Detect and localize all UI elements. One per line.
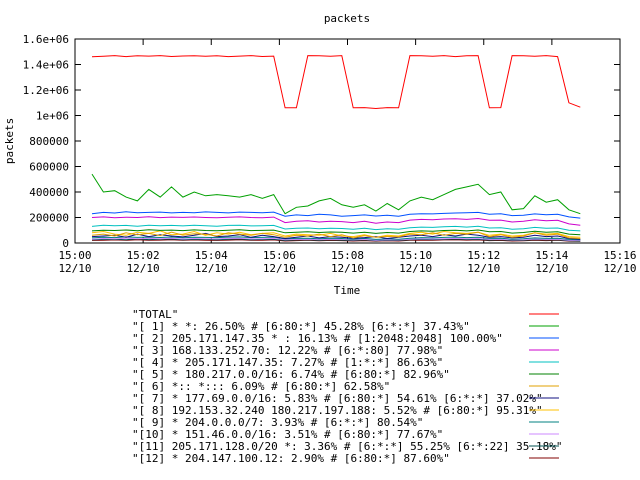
- series-line: [91, 173, 581, 215]
- legend-label: "[ 4] * 205.171.147.35: 7.27% # [1:*:*] …: [132, 356, 443, 369]
- x-tick-label-time: 15:08: [331, 249, 364, 262]
- x-tick-label-time: 15:10: [399, 249, 432, 262]
- x-tick-label-time: 15:14: [535, 249, 568, 262]
- x-tick-label-date: 12/10: [263, 262, 296, 275]
- legend-label: "[ 6] *:: *::: 6.09% # [6:80:*] 62.58%": [132, 380, 390, 393]
- x-tick-label-date: 12/10: [195, 262, 228, 275]
- y-tick-label: 1.2e+06: [23, 84, 69, 97]
- y-tick-label: 600000: [29, 161, 69, 174]
- x-tick-label-date: 12/10: [467, 262, 500, 275]
- x-tick-label-time: 15:06: [263, 249, 296, 262]
- series-line: [91, 224, 581, 232]
- series-line: [91, 236, 581, 241]
- series-line: [91, 239, 581, 242]
- legend-label: "[ 2] 205.171.147.35 * : 16.13% # [1:204…: [132, 332, 503, 345]
- legend: "TOTAL""[ 1] * *: 26.50% # [6:80:*] 45.2…: [132, 308, 562, 465]
- legend-label: "[10] * 151.46.0.0/16: 3.51% # [6:80:*] …: [132, 428, 443, 441]
- x-tick-label-time: 15:02: [127, 249, 160, 262]
- y-axis-label: packets: [3, 118, 16, 164]
- legend-label: "[ 9] * 204.0.0.0/7: 3.93% # [6:*:*] 80.…: [132, 416, 423, 429]
- y-tick-label: 0: [62, 237, 69, 250]
- x-tick-label-time: 15:16: [603, 249, 636, 262]
- series-line: [91, 55, 581, 110]
- series-line: [91, 216, 581, 226]
- legend-label: "TOTAL": [132, 308, 178, 321]
- legend-label: "[ 1] * *: 26.50% # [6:80:*] 45.28% [6:*…: [132, 320, 470, 333]
- x-tick-label-time: 15:12: [467, 249, 500, 262]
- series-line: [91, 231, 581, 239]
- series-line: [91, 238, 581, 242]
- series-line: [91, 211, 581, 219]
- x-tick-label-date: 12/10: [127, 262, 160, 275]
- legend-label: "[ 3] 168.133.252.70: 12.22% # [6:*:80] …: [132, 344, 443, 357]
- legend-label: "[11] 205.171.128.0/20 *: 3.36% # [6:*:*…: [132, 440, 562, 453]
- y-tick-label: 800000: [29, 135, 69, 148]
- series-line: [91, 230, 581, 238]
- series-line: [91, 232, 581, 240]
- y-tick-label: 1.6e+06: [23, 33, 69, 46]
- x-tick-label-date: 12/10: [331, 262, 364, 275]
- legend-label: "[ 8] 192.153.32.240 180.217.197.188: 5.…: [132, 404, 543, 417]
- x-axis-label: Time: [334, 284, 361, 297]
- y-tick-label: 1e+06: [36, 110, 69, 123]
- x-tick-label-time: 15:04: [195, 249, 228, 262]
- x-tick-label-date: 12/10: [58, 262, 91, 275]
- y-tick-label: 200000: [29, 212, 69, 225]
- series-line: [91, 237, 581, 241]
- x-tick-label-date: 12/10: [535, 262, 568, 275]
- chart-title: packets: [324, 12, 370, 25]
- series-lines: [91, 55, 581, 242]
- y-ticks: 0 200000 400000 600000 800000 1e+06 1.2e+06 1.4…: [23, 33, 620, 250]
- series-line: [91, 229, 581, 236]
- legend-label: "[ 5] * 180.217.0.0/16: 6.74% # [6:80:*]…: [132, 368, 450, 381]
- x-tick-label-date: 12/10: [603, 262, 636, 275]
- x-ticks: 15:0012/1015:0212/1015:0412/1015:0612/10…: [58, 39, 637, 275]
- y-tick-label: 400000: [29, 186, 69, 199]
- y-tick-label: 1.4e+06: [23, 59, 69, 72]
- x-tick-label-date: 12/10: [399, 262, 432, 275]
- legend-label: "[ 7] * 177.69.0.0/16: 5.83% # [6:80:*] …: [132, 392, 543, 405]
- x-tick-label-time: 15:00: [58, 249, 91, 262]
- legend-label: "[12] * 204.147.100.12: 2.90% # [6:80:*]…: [132, 452, 450, 465]
